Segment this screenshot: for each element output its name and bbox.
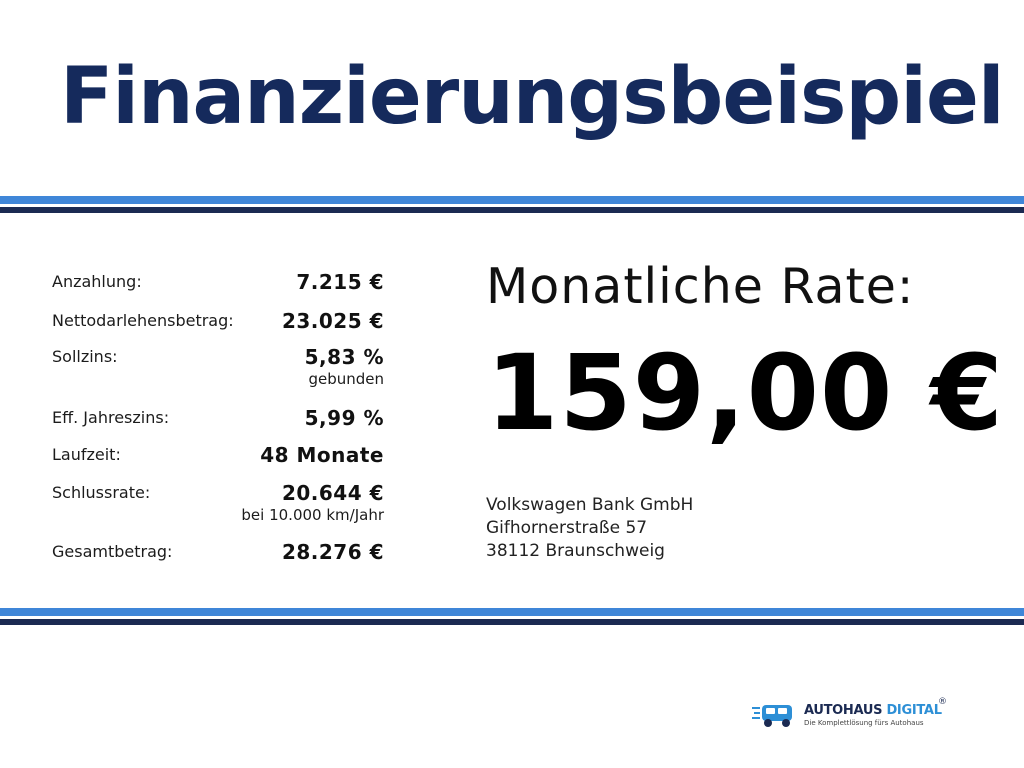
monthly-rate-value: 159,00 € [486,332,1004,454]
detail-value: 7.215 € [296,270,384,294]
logo-name-part1: AUTOHAUS [804,703,883,718]
detail-label: Gesamtbetrag: [52,542,173,561]
top-divider-stripe [0,196,1024,213]
monthly-rate-label: Monatliche Rate: [486,258,915,315]
detail-label: Laufzeit: [52,445,121,464]
bank-address: Volkswagen Bank GmbH Gifhornerstraße 57 … [486,494,693,563]
detail-label: Anzahlung: [52,272,142,291]
detail-value: 5,83 % [304,345,384,369]
logo-tagline: Die Komplettlösung fürs Autohaus [804,719,924,727]
detail-value: 28.276 € [281,540,384,564]
detail-value: 20.644 € [281,481,384,505]
autohaus-digital-logo: AUTOHAUS DIGITAL ® Die Komplettlösung fü… [752,697,952,733]
bank-name: Volkswagen Bank GmbH [486,495,694,515]
detail-value: 48 Monate [260,443,384,467]
car-circuit-icon [752,705,792,727]
detail-note: bei 10.000 km/Jahr [241,506,384,524]
detail-note: gebunden [308,370,384,388]
detail-label: Nettodarlehensbetrag: [52,311,234,330]
bank-street: Gifhornerstraße 57 [486,518,648,538]
logo-wordmark: AUTOHAUS DIGITAL [804,703,942,718]
bank-city: 38112 Braunschweig [486,541,665,561]
detail-label: Eff. Jahreszins: [52,408,170,427]
detail-label: Sollzins: [52,347,118,366]
registered-mark: ® [938,697,947,707]
detail-value: 5,99 % [304,406,384,430]
detail-label: Schlussrate: [52,483,151,502]
logo-name-part2: DIGITAL [886,703,942,718]
detail-value: 23.025 € [281,309,384,333]
bottom-divider-stripe [0,608,1024,625]
page-title: Finanzierungsbeispiel [60,52,1005,142]
